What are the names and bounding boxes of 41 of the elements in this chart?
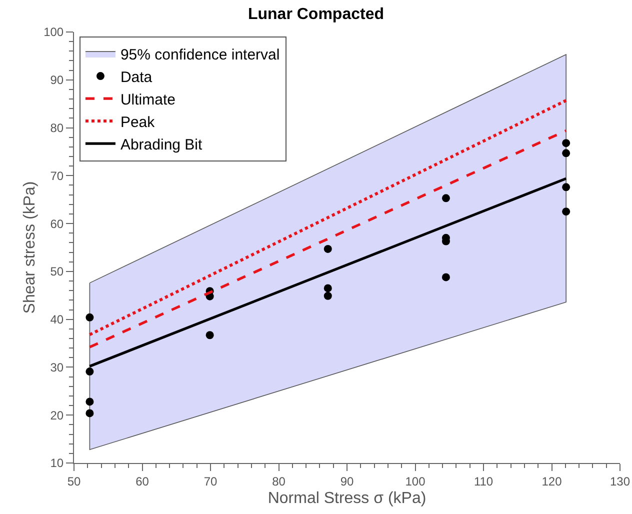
point xyxy=(324,244,332,253)
y-tick-label: 30 xyxy=(50,360,64,374)
point xyxy=(206,331,214,340)
y-tick-label: 10 xyxy=(50,456,64,470)
point xyxy=(86,398,94,406)
x-tick-label: 80 xyxy=(272,474,286,488)
x-tick-label: 50 xyxy=(67,474,81,488)
y-tick-label: 20 xyxy=(50,408,64,422)
point xyxy=(324,284,332,292)
point xyxy=(86,313,94,322)
point xyxy=(86,409,94,418)
y-tick-label: 40 xyxy=(50,312,64,327)
legend-label: Peak xyxy=(120,114,156,131)
x-axis-title: Normal Stress σ (kPa) xyxy=(268,490,426,508)
x-tick-label: 70 xyxy=(204,474,218,488)
x-tick-label: 110 xyxy=(474,474,494,488)
x-tick-label: 130 xyxy=(610,474,630,488)
y-axis-title: Shear stress (kPa) xyxy=(21,181,38,314)
x-tick-label: 60 xyxy=(136,474,150,488)
point xyxy=(562,183,570,192)
legend-label: Data xyxy=(120,68,153,86)
x-tick-label: 100 xyxy=(405,474,426,488)
point xyxy=(324,292,332,300)
y-tick-label: 50 xyxy=(50,264,64,279)
point xyxy=(562,208,570,216)
x-tick-label: 90 xyxy=(340,474,354,488)
point xyxy=(562,149,570,158)
point xyxy=(86,368,94,376)
y-tick-label: 70 xyxy=(50,168,64,183)
chart-title: Lunar Compacted xyxy=(248,6,384,23)
legend-label: Abrading Bit xyxy=(120,136,204,154)
legend-label: Ultimate xyxy=(120,91,176,108)
x-tick-label: 120 xyxy=(542,474,562,488)
y-tick-label: 80 xyxy=(50,120,64,135)
point xyxy=(562,139,570,148)
y-tick-label: 90 xyxy=(50,73,64,88)
point xyxy=(442,194,450,202)
point xyxy=(442,273,450,282)
y-tick-label: 100 xyxy=(44,25,64,40)
legend-label: 95% confidence interval xyxy=(120,46,280,64)
y-tick-label: 60 xyxy=(50,216,64,231)
